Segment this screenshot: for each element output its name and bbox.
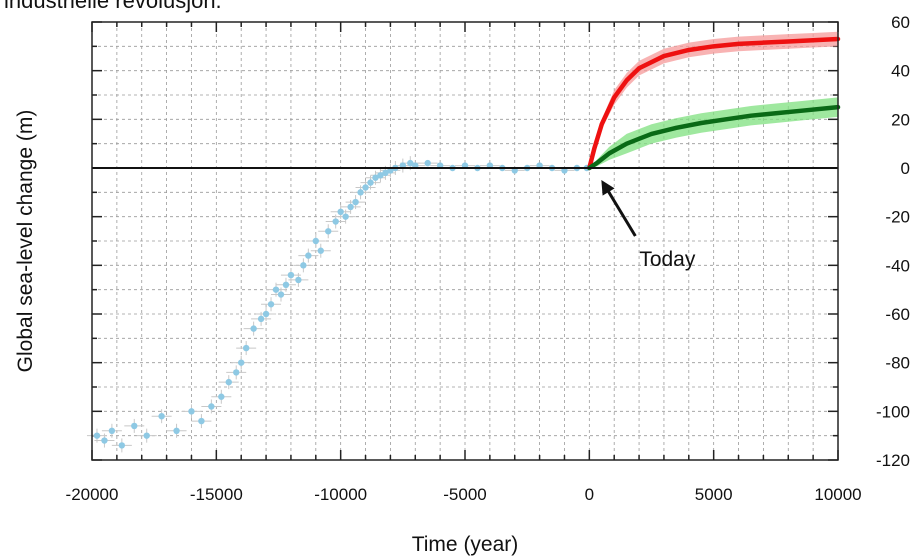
observation-points <box>93 159 591 449</box>
observation-point <box>262 310 270 318</box>
y-tick-labels: -120 -100 -80 -60 -40 -20 0 20 40 60 <box>876 13 910 470</box>
observation-point <box>272 286 280 293</box>
observation-point <box>101 437 108 444</box>
plot-frame <box>91 21 839 461</box>
scenario-bands <box>589 31 838 168</box>
observation-point <box>337 208 344 215</box>
x-tick-label: -5000 <box>443 485 486 504</box>
observation-point <box>242 344 250 352</box>
observation-point <box>158 413 165 420</box>
observation-point <box>332 218 339 225</box>
scenario-line <box>587 104 841 171</box>
observation-point <box>173 427 180 434</box>
observation-point <box>143 432 150 439</box>
scenario-lines <box>587 36 841 171</box>
observation-point <box>208 403 215 410</box>
grid <box>91 21 839 461</box>
observation-point <box>342 213 349 220</box>
observation-point <box>238 359 245 366</box>
observation-point <box>377 172 384 179</box>
figure-caption-fragment: industrielle revolusjon. <box>4 0 222 13</box>
observation-point <box>282 281 290 288</box>
observation-point <box>250 325 257 332</box>
today-arrow-head <box>601 180 615 196</box>
x-tick-label: 10000 <box>814 485 861 504</box>
observation-point <box>93 432 101 439</box>
scenario-line <box>587 36 841 171</box>
y-tick-label: 40 <box>891 62 910 81</box>
y-tick-label: 0 <box>901 159 910 178</box>
observation-point <box>267 301 275 308</box>
observation-point <box>424 159 431 167</box>
x-tick-label: 5000 <box>695 485 733 504</box>
y-tick-label: -120 <box>876 451 910 470</box>
y-axis-title: Global sea-level change (m) <box>14 110 37 373</box>
observation-point <box>407 159 414 167</box>
observation-point <box>382 169 389 177</box>
observation-point <box>233 369 240 376</box>
observation-point <box>362 184 369 191</box>
today-arrow <box>605 187 637 237</box>
observation-point <box>198 417 205 425</box>
y-tick-label: 60 <box>891 13 910 32</box>
observation-point <box>300 262 307 269</box>
observation-point <box>108 427 116 434</box>
observation-point <box>317 247 324 254</box>
scenario-band <box>589 31 838 168</box>
observation-point <box>287 271 295 279</box>
y-tick-label: -40 <box>885 256 910 275</box>
observation-point <box>225 378 232 386</box>
y-tick-label: 20 <box>891 110 910 129</box>
observation-point <box>352 198 359 206</box>
x-tick-labels: -20000 -15000 -10000 -5000 0 5000 10000 <box>66 485 862 504</box>
observation-point <box>357 189 364 196</box>
x-axis-title: Time (year) <box>412 533 519 556</box>
y-tick-label: -60 <box>885 305 910 324</box>
observation-error-bars <box>86 156 597 453</box>
y-tick-label: -20 <box>885 208 910 227</box>
observation-point <box>131 422 138 430</box>
axis-ticks <box>91 21 839 461</box>
observation-point <box>277 291 285 298</box>
today-label: Today <box>639 248 696 271</box>
observation-point <box>295 276 302 284</box>
y-tick-label: -100 <box>876 402 910 421</box>
y-tick-label: -80 <box>885 354 910 373</box>
observation-point <box>257 315 265 323</box>
x-tick-label: -15000 <box>190 485 243 504</box>
observation-point <box>218 393 225 400</box>
x-tick-label: -10000 <box>314 485 367 504</box>
today-annotation: Today <box>601 180 696 271</box>
observation-point <box>305 252 312 259</box>
observation-point <box>325 228 332 235</box>
observation-point <box>372 174 379 181</box>
observation-point <box>118 442 126 449</box>
x-tick-label: -20000 <box>66 485 119 504</box>
observation-point <box>312 237 319 245</box>
observation-point <box>367 179 374 186</box>
x-tick-label: 0 <box>585 485 594 504</box>
observation-point <box>347 203 354 211</box>
observation-point <box>188 408 195 415</box>
